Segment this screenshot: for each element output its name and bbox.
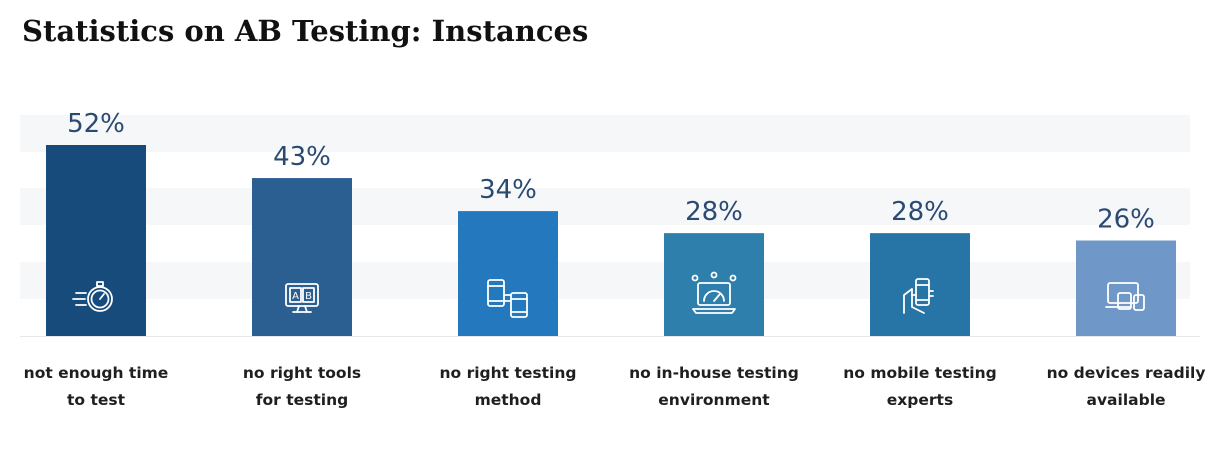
value-label: 34% xyxy=(479,175,537,205)
category-label: no right testing method xyxy=(440,364,577,409)
category-label-line: no in-house testing xyxy=(629,364,799,382)
category-label-line: no devices readily xyxy=(1047,364,1206,382)
category-label-line: not enough time xyxy=(24,364,169,382)
category-label-line: experts xyxy=(887,391,953,409)
devices-sync-icon xyxy=(487,279,528,318)
category-label-line: no mobile testing xyxy=(843,364,997,382)
category-label: no right tools for testing xyxy=(243,364,361,409)
category-label-line: to test xyxy=(67,391,126,409)
category-label: no in-house testing environment xyxy=(629,364,799,409)
value-label: 28% xyxy=(891,197,949,227)
bar xyxy=(458,211,558,336)
category-label: no mobile testing experts xyxy=(843,364,997,409)
value-labels: 52% 43% 34% 28% 28% 26% xyxy=(67,109,1155,235)
background-band xyxy=(20,115,1190,152)
devices-icon xyxy=(1105,282,1145,311)
stopwatch-icon xyxy=(72,281,113,312)
category-label: not enough time to test xyxy=(24,364,169,409)
background-band xyxy=(20,262,1190,299)
value-label: 43% xyxy=(273,142,331,172)
page-title: Statistics on AB Testing: Instances xyxy=(22,14,589,48)
value-label: 52% xyxy=(67,109,125,139)
bar xyxy=(46,145,146,336)
bars xyxy=(46,145,1176,336)
bar xyxy=(664,233,764,336)
value-label: 28% xyxy=(685,197,743,227)
background-bands xyxy=(20,115,1190,299)
category-label-line: no right tools xyxy=(243,364,361,382)
background-band xyxy=(20,188,1190,225)
svg-text:B: B xyxy=(305,291,312,302)
bar xyxy=(252,178,352,336)
hand-phone-icon xyxy=(903,278,934,314)
category-label-line: environment xyxy=(658,391,770,409)
category-label-line: no right testing xyxy=(440,364,577,382)
category-label: no devices readily available xyxy=(1047,364,1206,409)
speedometer-laptop-icon xyxy=(691,271,737,314)
category-labels: not enough time to test no right tools for … xyxy=(24,364,1206,409)
svg-text:A: A xyxy=(292,291,299,302)
category-label-line: available xyxy=(1086,391,1165,409)
value-label: 26% xyxy=(1097,205,1155,235)
category-label-line: method xyxy=(475,391,542,409)
bar xyxy=(1076,240,1176,336)
category-label-line: for testing xyxy=(256,391,348,409)
